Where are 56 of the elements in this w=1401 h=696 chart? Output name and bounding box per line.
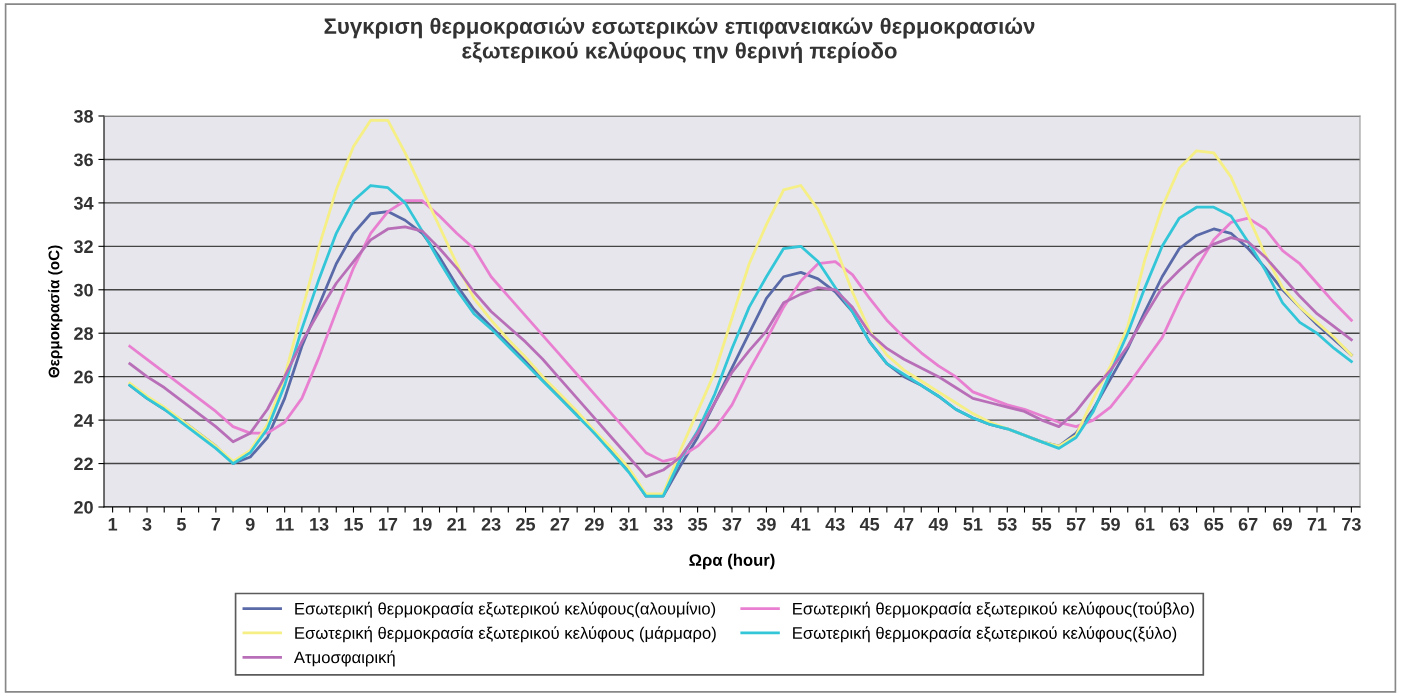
x-tick-label: 55 [1032, 518, 1052, 531]
y-tick-label: 38 [73, 109, 94, 123]
x-axis-title: Ωρα (hour) [689, 553, 775, 570]
x-tick-label: 23 [481, 517, 501, 531]
x-tick-label: 69 [1273, 517, 1292, 531]
x-tick-label: 41 [791, 518, 811, 531]
legend-label: Εσωτερική θερμοκρασία εξωτερικού κελύφους(ξύλο) [793, 626, 1177, 643]
x-tick-label: 49 [928, 517, 948, 531]
x-tick-label: 31 [619, 517, 639, 531]
x-tick-label: 57 [1066, 518, 1086, 531]
x-tick-label: 5 [176, 518, 186, 531]
x-tick-label: 61 [1135, 517, 1155, 531]
x-tick-label: 15 [344, 518, 364, 531]
x-tick-label: 59 [1101, 517, 1120, 531]
legend-label: Ατμοσφαιρική [293, 650, 395, 667]
x-tick-label: 9 [245, 517, 255, 531]
x-tick-label: 33 [653, 517, 673, 531]
x-tick-label: 63 [1169, 517, 1189, 531]
x-tick-label: 53 [997, 517, 1017, 531]
x-tick-label: 1 [108, 518, 118, 531]
y-tick-label: 26 [74, 370, 93, 384]
y-tick-label: 22 [74, 457, 93, 471]
y-tick-label: 36 [73, 153, 93, 167]
y-tick-label: 34 [73, 196, 94, 210]
x-tick-label: 39 [756, 517, 776, 531]
x-tick-label: 7 [211, 518, 221, 531]
chart-title: Συγκριση θερμοκρασιών εσωτερικών επιφανειακών θερμοκρασιών εξωτερικού κελύφους την θερινή περίοδο [324, 17, 1035, 63]
x-tick-label: 47 [894, 518, 914, 531]
y-tick-label: 32 [73, 240, 93, 254]
x-tick-label: 11 [276, 518, 294, 531]
x-tick-label: 19 [413, 517, 432, 531]
legend-label: Εσωτερική θερμοκρασία εξωτερικού κελύφους (μάρμαρο) [295, 626, 716, 643]
legend-label: Εσωτερική θερμοκρασία εξωτερικού κελύφους(τούβλο) [793, 601, 1194, 618]
x-tick-label: 65 [1204, 517, 1224, 531]
y-tick-label: 28 [74, 327, 94, 340]
x-tick-label: 3 [142, 517, 152, 531]
y-tick-label: 30 [73, 283, 93, 297]
x-tick-label: 71 [1307, 518, 1327, 531]
y-tick-label: 24 [74, 414, 94, 427]
x-tick-label: 21 [447, 517, 467, 531]
x-tick-label: 43 [825, 517, 845, 531]
x-tick-label: 25 [516, 517, 536, 531]
x-tick-label: 29 [584, 517, 604, 531]
legend-label: Εσωτερική θερμοκρασία εξωτερικού κελύφους(αλουμίνιο) [295, 601, 716, 618]
x-tick-label: 67 [1238, 517, 1258, 531]
x-tick-label: 13 [310, 517, 329, 531]
line-series [128, 118, 1353, 496]
y-axis-title: Θερμοκρασία (oC) [47, 245, 63, 378]
x-tick-label: 17 [378, 518, 398, 531]
x-tick-label: 45 [859, 518, 880, 531]
x-tick-label: 35 [687, 517, 708, 531]
x-tick-label: 51 [963, 518, 983, 531]
y-tick-label: 20 [74, 500, 93, 514]
x-tick-label: 27 [550, 517, 570, 531]
x-tick-label: 73 [1342, 517, 1361, 531]
x-tick-label: 37 [722, 517, 742, 531]
